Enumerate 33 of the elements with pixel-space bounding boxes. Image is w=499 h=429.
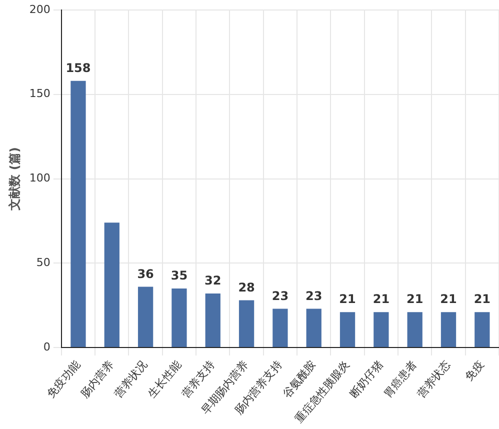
y-axis-title: 文献数 (篇) — [7, 147, 22, 212]
bar — [407, 312, 422, 348]
data-label: 35 — [170, 268, 188, 283]
data-label: 23 — [272, 288, 289, 303]
bar — [104, 222, 120, 348]
data-label: 36 — [137, 266, 154, 281]
bar — [374, 312, 389, 348]
bar — [238, 300, 254, 348]
bar — [340, 312, 356, 348]
data-label: 158 — [66, 61, 91, 76]
data-label: 23 — [306, 288, 322, 303]
y-tick-label: 50 — [36, 256, 50, 270]
x-tick-label: 免疫 — [462, 358, 487, 384]
y-tick-label: 150 — [29, 87, 50, 100]
bar — [70, 80, 86, 348]
data-label: 21 — [372, 292, 390, 306]
data-label: 32 — [204, 274, 222, 288]
y-tick-label: 200 — [29, 2, 50, 16]
data-label: 21 — [474, 292, 491, 306]
bar — [440, 312, 456, 348]
bar — [138, 286, 154, 348]
y-tick-label: 0 — [43, 340, 50, 354]
x-tick-label: 营养状态 — [414, 358, 453, 400]
bar — [474, 312, 490, 348]
data-label: 21 — [440, 292, 457, 306]
data-label: 21 — [339, 292, 356, 306]
bar — [205, 294, 220, 348]
y-tick-label: 100 — [29, 172, 50, 185]
data-label: 21 — [406, 292, 424, 306]
bar — [172, 288, 187, 348]
bar — [272, 308, 288, 348]
data-label: 28 — [238, 280, 255, 294]
bar — [306, 308, 322, 348]
